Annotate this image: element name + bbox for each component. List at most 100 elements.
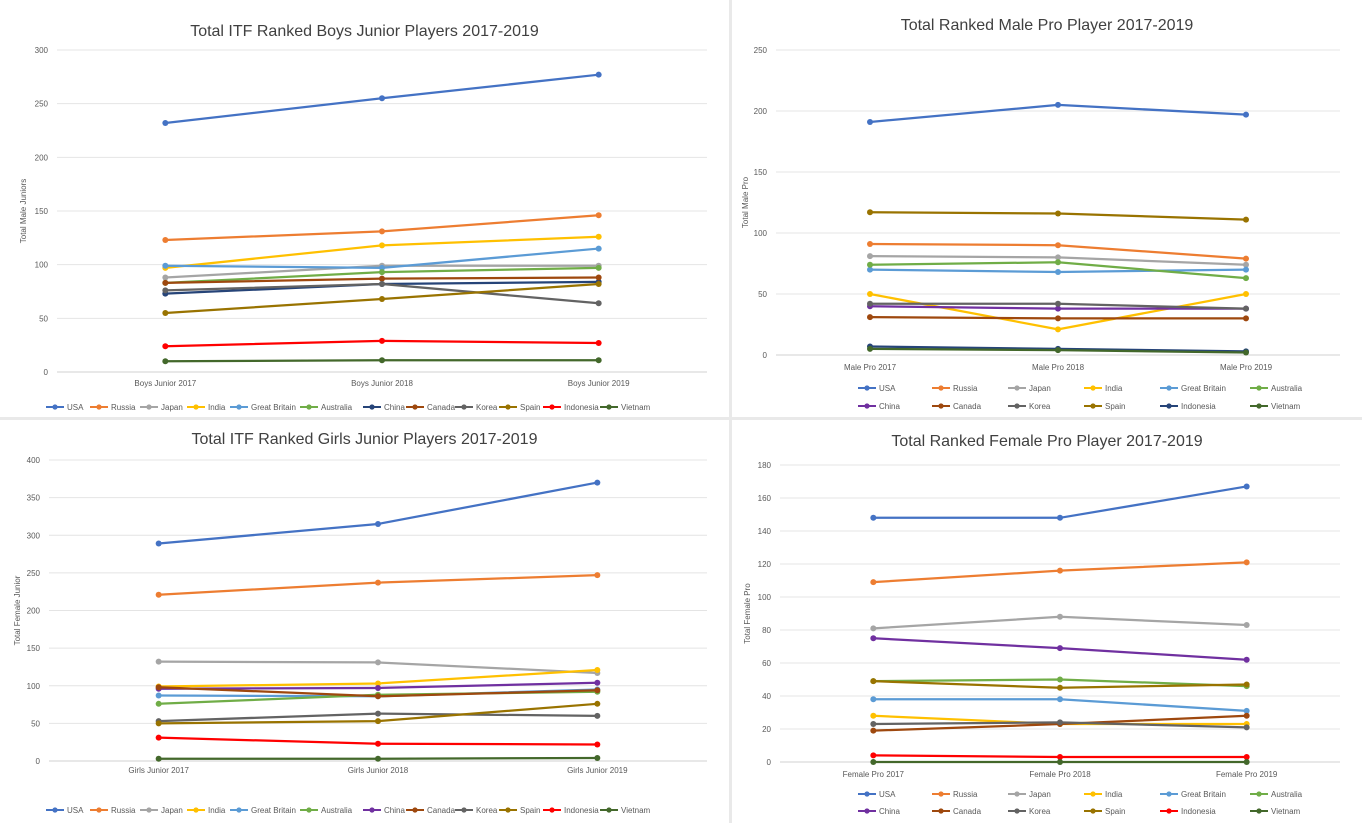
legend-label: Canada [427, 403, 456, 412]
legend-label: Canada [427, 806, 456, 815]
series-indonesia [155, 734, 601, 748]
series-great-britain [867, 266, 1249, 276]
data-point [1243, 261, 1249, 268]
data-point [870, 696, 877, 703]
legend-item-india: India [187, 403, 226, 412]
data-point [595, 274, 602, 281]
data-point [1057, 719, 1063, 726]
legend-label: Great Britain [1181, 384, 1226, 393]
legend: USA Russia Japan India Great Britain Australi… [858, 384, 1303, 411]
y-tick-label: 120 [758, 560, 772, 569]
data-point [162, 236, 169, 243]
data-point [375, 755, 381, 762]
legend-swatch-marker [1166, 808, 1172, 814]
legend-swatch-marker [1256, 808, 1262, 814]
legend-label: India [208, 403, 226, 412]
data-point [155, 591, 162, 598]
legend-swatch-marker [369, 404, 375, 410]
legend-item-korea: Korea [1008, 402, 1051, 411]
legend-label: China [384, 403, 405, 412]
data-point [379, 280, 385, 287]
series-great-britain [870, 696, 1250, 714]
data-point [870, 759, 877, 765]
legend-label: Spain [520, 403, 540, 412]
series-indonesia [162, 337, 602, 350]
legend-item-great-britain: Great Britain [1160, 384, 1226, 393]
series-spain [155, 700, 601, 727]
series-canada [155, 684, 601, 700]
legend-item-vietnam: Vietnam [1250, 807, 1301, 816]
x-tick-label: Girls Junior 2018 [348, 766, 409, 775]
data-point [1055, 300, 1061, 307]
legend-item-usa: USA [858, 790, 896, 799]
legend-label: Spain [1105, 807, 1125, 816]
legend-item-spain: Spain [1084, 402, 1125, 411]
series-canada [162, 274, 602, 286]
legend-item-india: India [1084, 790, 1123, 799]
legend-swatch-marker [1166, 791, 1172, 797]
legend-swatch-marker [306, 807, 312, 813]
series-korea [867, 300, 1249, 312]
legend-item-spain: Spain [1084, 807, 1125, 816]
y-tick-label: 200 [27, 607, 41, 616]
y-tick-label: 20 [762, 725, 771, 734]
legend-label: Korea [476, 806, 498, 815]
data-point [155, 720, 162, 727]
data-point [1055, 101, 1061, 108]
y-tick-label: 100 [754, 229, 768, 238]
legend: USA Russia Japan India Great Britain Australi… [858, 790, 1303, 816]
legend-item-great-britain: Great Britain [230, 403, 296, 412]
y-tick-label: 100 [27, 682, 41, 691]
series-australia [867, 259, 1249, 282]
data-point [1243, 724, 1250, 731]
x-tick-label: Female Pro 2019 [1216, 770, 1278, 779]
legend-label: India [208, 806, 226, 815]
y-axis-title: Total Female Pro [743, 583, 752, 644]
female-pro-chart-panel: Total Ranked Female Pro Player 2017-2019… [732, 420, 1362, 823]
legend-swatch-marker [369, 807, 375, 813]
data-point [870, 579, 877, 586]
y-tick-label: 250 [35, 100, 49, 109]
data-point [1243, 266, 1249, 273]
y-tick-label: 300 [35, 46, 49, 55]
data-point [1243, 216, 1249, 223]
data-point [155, 540, 162, 547]
legend-label: Russia [111, 403, 136, 412]
legend-item-russia: Russia [932, 384, 978, 393]
data-point [870, 712, 877, 719]
legend-item-vietnam: Vietnam [600, 403, 651, 412]
legend-label: Russia [953, 790, 978, 799]
y-tick-label: 0 [767, 758, 772, 767]
legend-swatch-marker [146, 807, 152, 813]
legend-item-china: China [858, 402, 900, 411]
data-point [1057, 696, 1063, 703]
data-point [867, 240, 873, 247]
legend-swatch-marker [1256, 791, 1262, 797]
legend-label: Canada [953, 807, 982, 816]
legend-swatch-marker [938, 403, 944, 409]
y-tick-label: 150 [754, 168, 768, 177]
data-point [867, 300, 873, 307]
data-point [155, 658, 162, 665]
data-point [595, 71, 602, 78]
series-spain [870, 678, 1250, 691]
legend-swatch-marker [146, 404, 152, 410]
y-tick-label: 250 [27, 569, 41, 578]
data-point [1055, 242, 1061, 249]
data-point [1243, 559, 1250, 566]
legend-swatch-marker [193, 807, 199, 813]
data-point [870, 678, 877, 685]
y-tick-label: 250 [754, 46, 768, 55]
legend-swatch-marker [1014, 791, 1020, 797]
series-russia [870, 559, 1250, 586]
data-point [1057, 613, 1063, 620]
legend-swatch-marker [505, 807, 511, 813]
legend-swatch-marker [606, 807, 612, 813]
legend-label: Indonesia [1181, 807, 1216, 816]
y-tick-label: 300 [27, 531, 41, 540]
data-point [1243, 291, 1249, 297]
data-point [162, 358, 169, 365]
legend-label: USA [67, 806, 84, 815]
legend-swatch-marker [505, 404, 511, 410]
